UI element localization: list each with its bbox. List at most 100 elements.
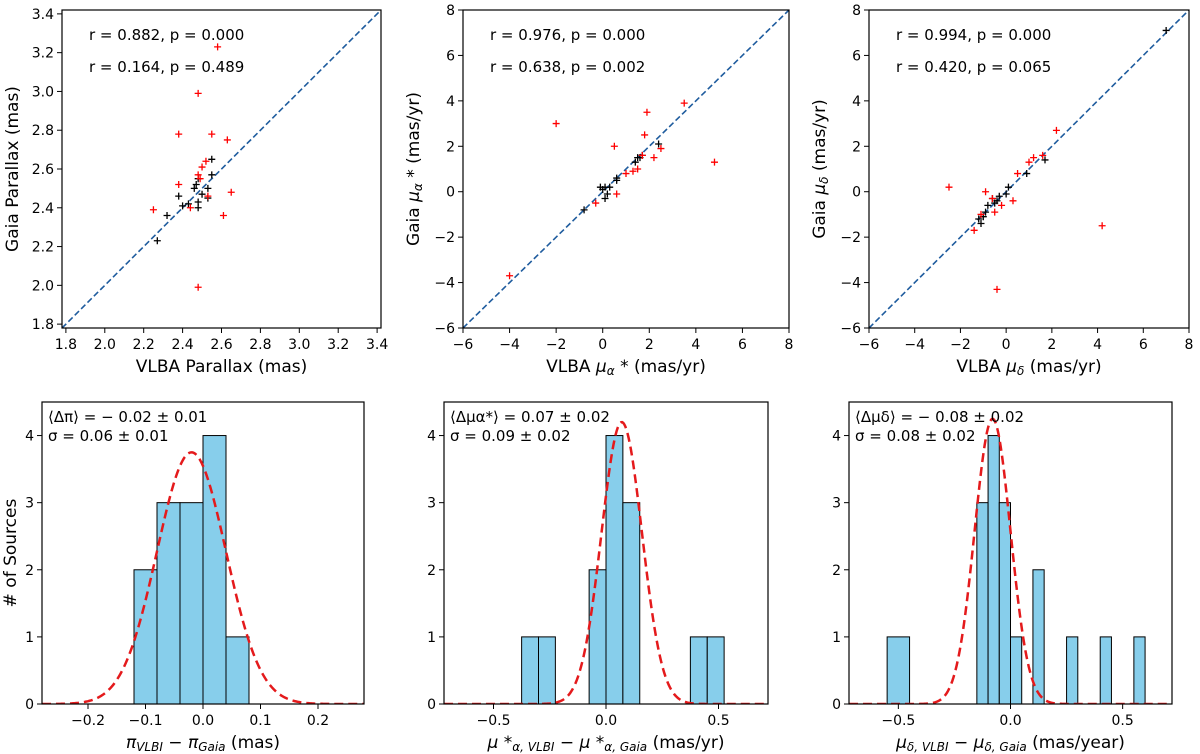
- data-point-subset: [643, 108, 651, 116]
- label-part: Gaia: [810, 195, 830, 239]
- data-point-subset: [202, 157, 210, 165]
- data-point-all: [603, 190, 611, 198]
- histogram-bar: [538, 636, 556, 704]
- data-point-subset: [223, 136, 231, 144]
- data-point-subset: [993, 285, 1001, 293]
- plot-area: [869, 10, 1189, 328]
- panel-3: r = 0.994, p = 0.000 r = 0.420, p = 0.065…: [810, 3, 1193, 378]
- data-point-all: [991, 199, 999, 207]
- label-part: Gaia: [404, 202, 424, 246]
- y-tick-label: 4: [25, 429, 34, 445]
- data-point-all: [613, 174, 621, 182]
- data-point-subset: [657, 145, 665, 153]
- y-tick-label: 2.2: [32, 240, 54, 256]
- data-point-all: [982, 208, 990, 216]
- x-tick-label: −6: [453, 337, 474, 353]
- x-tick-label: 1.8: [55, 337, 77, 353]
- data-point-all: [163, 212, 171, 220]
- gaussian-fit-curve: [849, 417, 1172, 704]
- histogram-bar: [179, 502, 204, 704]
- axes-frame: [868, 9, 1190, 329]
- x-tick-label: 2: [645, 337, 654, 353]
- label-part: VLBI: [136, 740, 163, 754]
- x-tick-label: 2.6: [210, 337, 232, 353]
- data-point-all: [580, 206, 588, 214]
- y-tick-label: 0: [25, 697, 34, 713]
- x-tick-label: −0.2: [71, 713, 105, 729]
- y-tick-label: 2.8: [32, 123, 54, 139]
- data-point-all: [208, 171, 216, 179]
- histogram-bar: [706, 636, 725, 704]
- panel-1: r = 0.882, p = 0.000 r = 0.164, p = 0.489…: [3, 7, 388, 377]
- histogram-bar: [1099, 636, 1112, 704]
- label-part: μ: [895, 733, 907, 753]
- y-axis-label: Gaia μδ (mas/yr): [810, 99, 831, 239]
- panel-2: r = 0.976, p = 0.000 r = 0.638, p = 0.002…: [404, 3, 793, 378]
- data-point-subset: [710, 158, 718, 166]
- correlation-annotation: r = 0.882, p = 0.000: [89, 26, 244, 44]
- x-tick-label: 2.4: [171, 337, 193, 353]
- data-point-subset: [198, 163, 206, 171]
- y-tick-label: 3: [427, 496, 436, 512]
- x-tick-label: 0.5: [1112, 713, 1134, 729]
- data-point-subset: [613, 190, 621, 198]
- data-point-subset: [970, 226, 978, 234]
- data-point-subset: [1030, 154, 1038, 162]
- label-part: δ, Gaia: [984, 740, 1026, 754]
- data-point-subset: [194, 89, 202, 97]
- plot-area: [42, 435, 364, 704]
- y-tick-label: 1: [427, 630, 436, 646]
- data-point-subset: [998, 201, 1006, 209]
- data-point-subset: [1098, 222, 1106, 230]
- x-tick-label: −4: [499, 337, 520, 353]
- correlation-annotation: r = 0.976, p = 0.000: [490, 26, 645, 44]
- y-tick-label: −6: [434, 321, 455, 337]
- x-tick-label: 6: [738, 337, 747, 353]
- data-point-subset: [1025, 158, 1033, 166]
- label-part: δ: [1017, 364, 1024, 378]
- y-tick-label: 2: [427, 563, 436, 579]
- histogram-bar: [521, 636, 539, 704]
- x-tick-label: −0.1: [129, 713, 163, 729]
- data-point-subset: [196, 175, 204, 183]
- data-point-all: [606, 183, 614, 191]
- histogram-bar: [202, 435, 227, 704]
- y-tick-label: 6: [852, 48, 861, 64]
- y-tick-label: 1: [832, 630, 841, 646]
- y-tick-label: 2: [446, 139, 455, 155]
- data-point-all: [995, 192, 1003, 200]
- y-tick-label: 1.8: [32, 317, 54, 333]
- y-tick-label: 3: [832, 496, 841, 512]
- y-tick-label: 2: [832, 563, 841, 579]
- label-part: (mas/yr): [647, 733, 724, 753]
- label-part: μ: [973, 733, 985, 753]
- x-tick-label: 0.2: [307, 713, 329, 729]
- label-part: μ *: [579, 733, 605, 753]
- data-point-subset: [194, 283, 202, 291]
- y-tick-label: 3.2: [32, 46, 54, 62]
- x-axis-label: VLBA Parallax (mas): [136, 357, 308, 377]
- plot-area: [849, 417, 1172, 704]
- data-point-all: [190, 184, 198, 192]
- x-tick-label: 2.2: [133, 337, 155, 353]
- label-part: −: [949, 733, 974, 753]
- identity-line: [869, 10, 1189, 328]
- data-point-subset: [641, 131, 649, 139]
- data-point-subset: [610, 142, 618, 150]
- histogram-bar: [987, 435, 1000, 704]
- y-tick-label: 2.4: [32, 201, 54, 217]
- gaussian-fit-curve: [42, 451, 364, 704]
- data-point-subset: [506, 272, 514, 280]
- y-tick-label: 4: [427, 429, 436, 445]
- data-point-all: [1041, 156, 1049, 164]
- y-tick-label: 2: [852, 139, 861, 155]
- x-tick-label: 0.0: [595, 713, 617, 729]
- label-part: α, VLBI: [512, 740, 555, 754]
- x-tick-label: 4: [1093, 337, 1102, 353]
- label-part: (mas/year): [1027, 733, 1125, 753]
- fit-annotation: ⟨Δμα*⟩ = 0.07 ± 0.02: [450, 408, 610, 426]
- data-point-all: [198, 190, 206, 198]
- x-tick-label: 8: [1185, 337, 1194, 353]
- axes-frame: [462, 9, 790, 329]
